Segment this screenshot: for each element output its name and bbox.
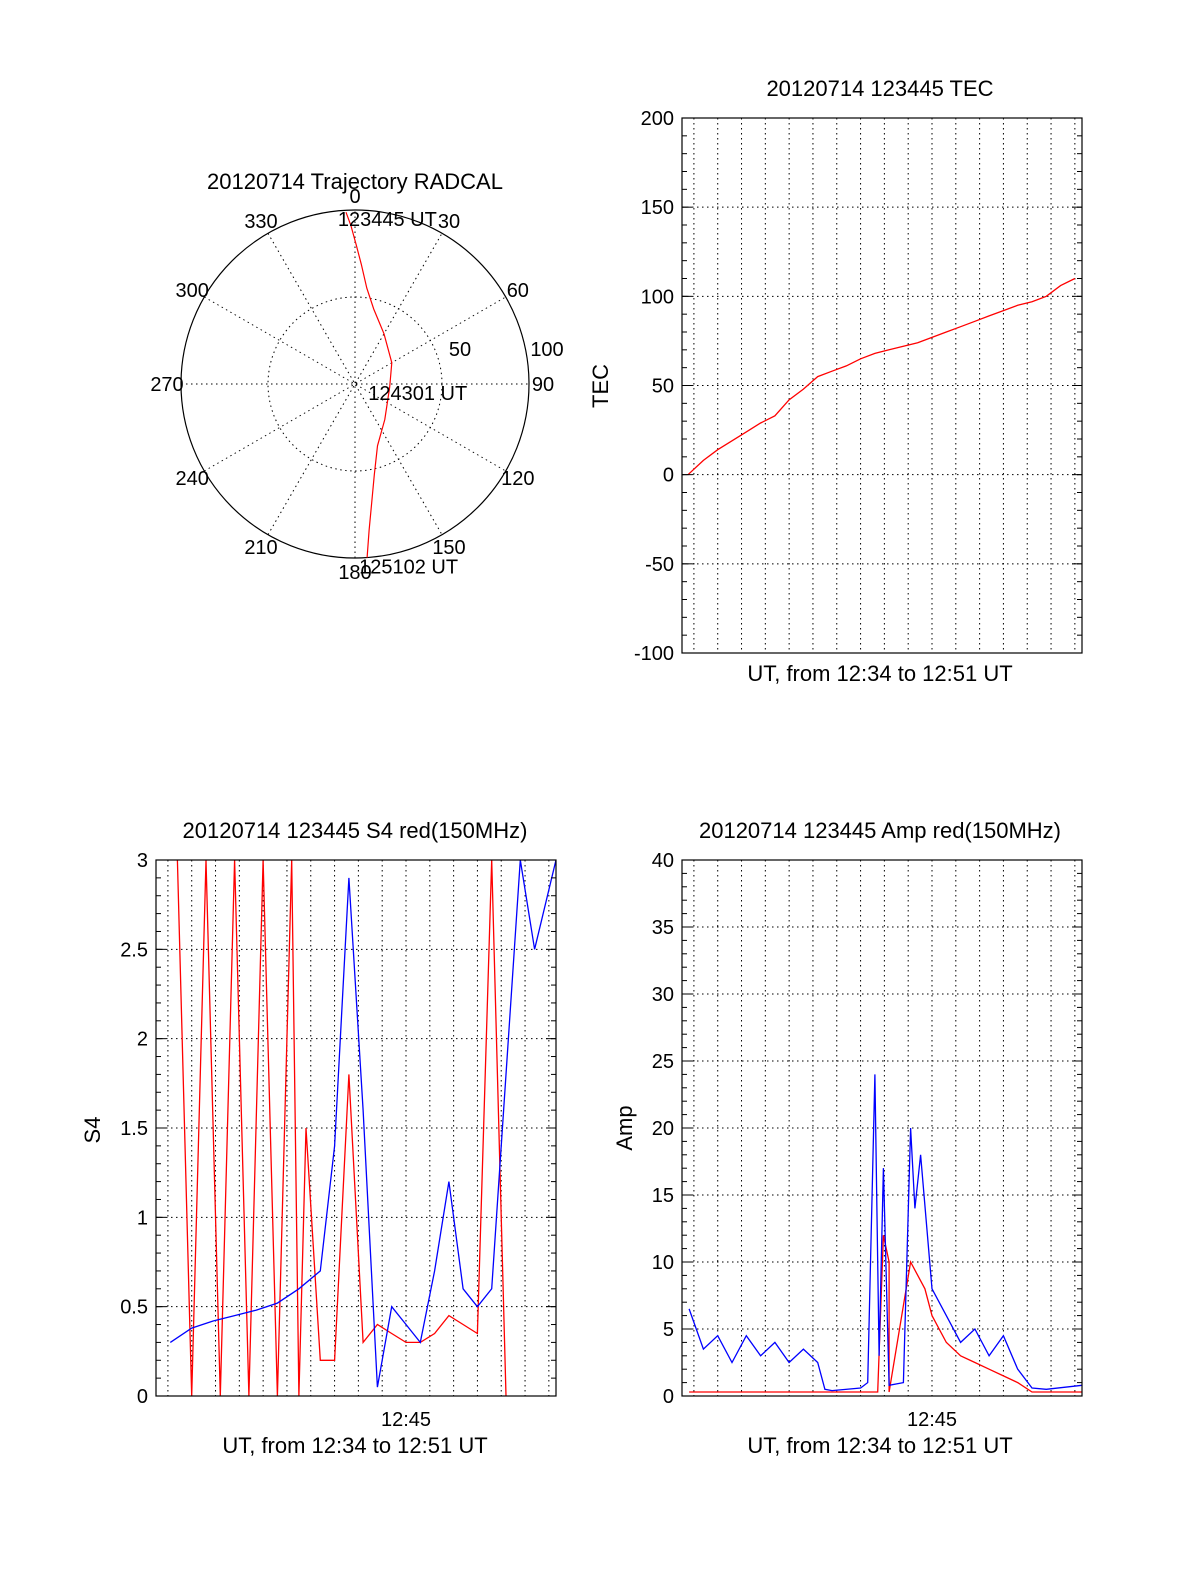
polar-angle-labels: 0 30 60 90 120 150 180 210 240 270 300 330 xyxy=(150,186,554,584)
s4-ytick-label: 2 xyxy=(137,1029,148,1051)
polar-spoke xyxy=(267,233,443,535)
tec-ytick-label: 200 xyxy=(641,108,674,130)
amp-ytick-label: 40 xyxy=(652,850,674,872)
polar-time-annotation: 124301 UT xyxy=(368,383,467,405)
amp-ytick-label: 25 xyxy=(652,1051,674,1073)
polar-angle-label: 330 xyxy=(244,211,277,233)
tec-series-line-0 xyxy=(687,277,1076,476)
tec-y-ticks: -100 -50 0 50 100 150 200 xyxy=(634,108,1082,665)
polar-angle-label: 90 xyxy=(532,374,554,396)
amp-ytick-label: 10 xyxy=(652,1252,674,1274)
polar-angle-label: 120 xyxy=(501,468,534,490)
s4-x-ticks: 12:45 xyxy=(381,1409,431,1431)
s4-xtick-label: 12:45 xyxy=(381,1409,431,1431)
polar-radial-labels: 50 100 xyxy=(449,339,564,361)
tec-ytick-label: -50 xyxy=(645,554,674,576)
tec-series xyxy=(687,277,1076,476)
tec-ytick-label: 150 xyxy=(641,197,674,219)
polar-time-annotations: 123445 UT 124301 UT 125102 UT xyxy=(338,209,467,578)
s4-series xyxy=(169,860,556,1396)
tec-ytick-label: 50 xyxy=(652,376,674,398)
polar-angle-label: 240 xyxy=(175,468,208,490)
s4-frame xyxy=(155,859,557,1397)
amp-x-label: UT, from 12:34 to 12:51 UT xyxy=(747,1433,1012,1458)
s4-chart: 20120714 123445 S4 red(150MHz) 0 0.5 1 1.5 2… xyxy=(80,818,557,1458)
polar-grid xyxy=(180,209,530,559)
tec-frame xyxy=(681,117,1083,654)
tec-ytick-label: -100 xyxy=(634,643,674,665)
s4-ytick-label: 0 xyxy=(137,1386,148,1408)
amp-series-line-1 xyxy=(688,1074,1082,1392)
s4-ytick-label: 1 xyxy=(137,1207,148,1229)
polar-angle-label: 60 xyxy=(507,280,529,302)
polar-angle-label: 180 xyxy=(338,562,371,584)
amp-title: 20120714 123445 Amp red(150MHz) xyxy=(699,818,1061,843)
polar-angle-label: 150 xyxy=(432,537,465,559)
amp-ytick-label: 30 xyxy=(652,984,674,1006)
amp-ytick-label: 15 xyxy=(652,1185,674,1207)
amp-x-ticks: 12:45 xyxy=(907,1409,957,1431)
s4-ytick-label: 1.5 xyxy=(120,1118,148,1140)
amp-y-ticks: 0 5 10 15 20 25 30 35 40 xyxy=(652,850,1082,1408)
polar-angle-label: 210 xyxy=(244,537,277,559)
s4-y-label: S4 xyxy=(80,1117,105,1144)
amp-y-label: Amp xyxy=(612,1105,637,1150)
polar-trajectory-line xyxy=(345,211,393,558)
polar-angle-label: 30 xyxy=(438,211,460,233)
tec-title: 20120714 123445 TEC xyxy=(766,76,993,101)
tec-chart: 20120714 123445 TEC -100-50050100150200 … xyxy=(588,76,1083,686)
polar-radial-label: 50 xyxy=(449,339,471,361)
s4-x-label: UT, from 12:34 to 12:51 UT xyxy=(222,1433,487,1458)
trajectory-polar-chart: 20120714 Trajectory RADCAL 0 30 60 90 120 150… xyxy=(150,169,563,584)
polar-angle-label: 270 xyxy=(150,374,183,396)
polar-time-annotation: 123445 UT xyxy=(338,209,437,231)
polar-spoke xyxy=(204,296,506,472)
s4-series-line-0 xyxy=(176,860,507,1396)
s4-ytick-label: 3 xyxy=(137,850,148,872)
polar-trajectory-series xyxy=(345,211,393,558)
s4-grid xyxy=(156,860,556,1396)
s4-title: 20120714 123445 S4 red(150MHz) xyxy=(183,818,528,843)
s4-y-ticks: 0 0.5 1 1.5 2 2.5 3 xyxy=(120,850,556,1408)
polar-title: 20120714 Trajectory RADCAL xyxy=(207,169,503,194)
amp-ytick-label: 35 xyxy=(652,917,674,939)
amp-series xyxy=(688,1074,1082,1393)
amp-frame xyxy=(681,859,1083,1397)
tec-ytick-label: 100 xyxy=(641,286,674,308)
amp-ytick-label: 0 xyxy=(663,1386,674,1408)
amp-series-line-0 xyxy=(689,1235,1082,1393)
polar-time-annotation: 125102 UT xyxy=(359,557,458,579)
amp-ytick-label: 5 xyxy=(663,1319,674,1341)
polar-spoke xyxy=(267,233,443,535)
s4-ytick-label: 2.5 xyxy=(120,939,148,961)
tec-grid xyxy=(682,118,1082,653)
tec-ytick-label: 0 xyxy=(663,465,674,487)
polar-angle-label: 300 xyxy=(175,280,208,302)
amp-ytick-label: 20 xyxy=(652,1118,674,1140)
tec-x-label: UT, from 12:34 to 12:51 UT xyxy=(747,661,1012,686)
amp-chart: 20120714 123445 Amp red(150MHz) 0 5 10 15 20… xyxy=(612,818,1083,1458)
tec-y-label: TEC xyxy=(588,364,613,408)
polar-angle-label: 0 xyxy=(349,186,360,208)
s4-ytick-label: 0.5 xyxy=(120,1297,148,1319)
s4-series-line-1 xyxy=(169,860,556,1388)
polar-spoke xyxy=(204,296,506,472)
amp-xtick-label: 12:45 xyxy=(907,1409,957,1431)
amp-grid xyxy=(682,860,1082,1396)
polar-radial-label: 100 xyxy=(530,339,563,361)
